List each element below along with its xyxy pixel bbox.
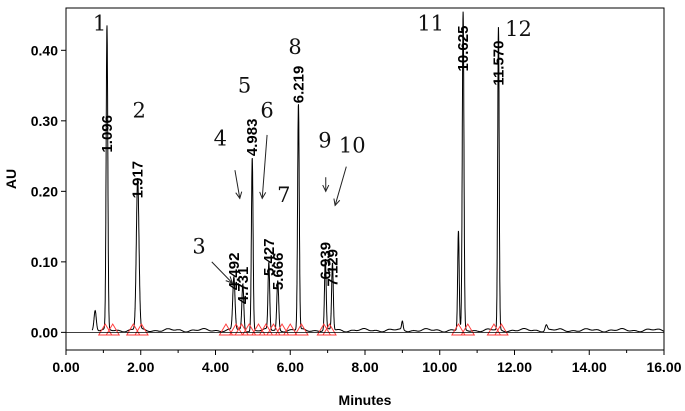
integration-marker <box>494 323 509 336</box>
x-tick-label: 16.00 <box>646 359 681 375</box>
arrow-shaft <box>211 261 233 284</box>
x-tick-label: 8.00 <box>351 359 378 375</box>
peak-number-label: 3 <box>192 234 205 258</box>
x-axis-title: Minutes <box>339 392 392 408</box>
integration-marker <box>282 323 298 336</box>
trace-layer <box>91 11 665 333</box>
integration-marker <box>105 323 121 336</box>
peak-number-label: 11 <box>417 12 444 36</box>
integration-marker <box>460 323 476 336</box>
arrow-head <box>235 191 243 200</box>
y-tick-label: 0.40 <box>31 42 58 58</box>
retention-time-label: 1.096 <box>99 115 116 153</box>
integration-marker <box>294 323 309 336</box>
peak-number-label: 4 <box>214 127 227 151</box>
arrow-head <box>259 191 267 200</box>
peak-number-label: 6 <box>260 98 273 122</box>
retention-time-label: 10.625 <box>455 26 472 72</box>
retention-time-label: 4.731 <box>235 267 252 305</box>
integration-marker <box>274 323 290 336</box>
integration-marker <box>322 323 337 336</box>
arrow-shaft <box>334 166 347 206</box>
integration-marker <box>266 323 281 336</box>
peak-number-label: 10 <box>339 134 366 158</box>
x-tick-label: 6.00 <box>277 359 304 375</box>
marker-layer <box>97 323 509 336</box>
axis-layer: 0.00 2.00 4.00 6.00 8.00 10.00 12.00 14.00 16.00… <box>31 42 682 375</box>
x-tick-label: 0.00 <box>52 359 79 375</box>
peak-number-label: 12 <box>505 17 532 41</box>
y-tick-label: 0.10 <box>31 254 58 270</box>
y-tick-label: 0.30 <box>31 113 58 129</box>
peak-number-label: 5 <box>238 74 251 98</box>
arrow-head <box>225 276 234 284</box>
retention-time-label: 5.427 <box>261 238 278 276</box>
integration-marker <box>451 323 466 336</box>
integration-marker <box>241 323 257 336</box>
integration-marker <box>134 323 149 336</box>
retention-time-label: 7.129 <box>324 249 341 287</box>
arrow-shaft <box>234 170 241 199</box>
peak-number-label: 7 <box>277 183 290 207</box>
peak-number-label: 1 <box>93 12 106 36</box>
plot-area <box>65 7 665 351</box>
retention-time-label: 4.983 <box>244 119 261 157</box>
retention-time-label: 6.939 <box>317 242 334 280</box>
x-tick-label: 2.00 <box>127 359 154 375</box>
retention-time-label: 11.570 <box>490 41 507 86</box>
x-tick-label: 12.00 <box>497 359 532 375</box>
peak-number-label: 9 <box>318 129 331 153</box>
integration-marker <box>218 323 234 336</box>
retention-time-label: 1.917 <box>130 161 147 199</box>
retention-time-label: 6.219 <box>290 66 307 104</box>
y-tick-label: 0.20 <box>31 183 58 199</box>
arrow-shaft <box>261 134 268 199</box>
peak-number-label: 2 <box>133 98 146 122</box>
arrow-head <box>322 184 330 193</box>
y-tick-label: 0.00 <box>31 324 58 340</box>
integration-marker <box>251 323 266 336</box>
x-tick-label: 14.00 <box>572 359 607 375</box>
integration-marker <box>234 323 250 336</box>
peak-number-label: 8 <box>288 35 301 59</box>
retention-time-label: 5.666 <box>270 253 287 291</box>
integration-marker <box>486 323 502 336</box>
integration-marker <box>125 323 141 336</box>
y-axis-title: AU <box>3 169 19 189</box>
x-tick-label: 4.00 <box>202 359 229 375</box>
x-tick-label: 10.00 <box>422 359 457 375</box>
arrow-head <box>333 198 341 207</box>
integration-marker <box>258 323 274 336</box>
integration-marker <box>97 323 113 336</box>
annotation-layer: 1.0961.9174.4924.7314.9835.4275.6666.219… <box>93 12 532 305</box>
chromatogram-trace <box>91 11 665 333</box>
